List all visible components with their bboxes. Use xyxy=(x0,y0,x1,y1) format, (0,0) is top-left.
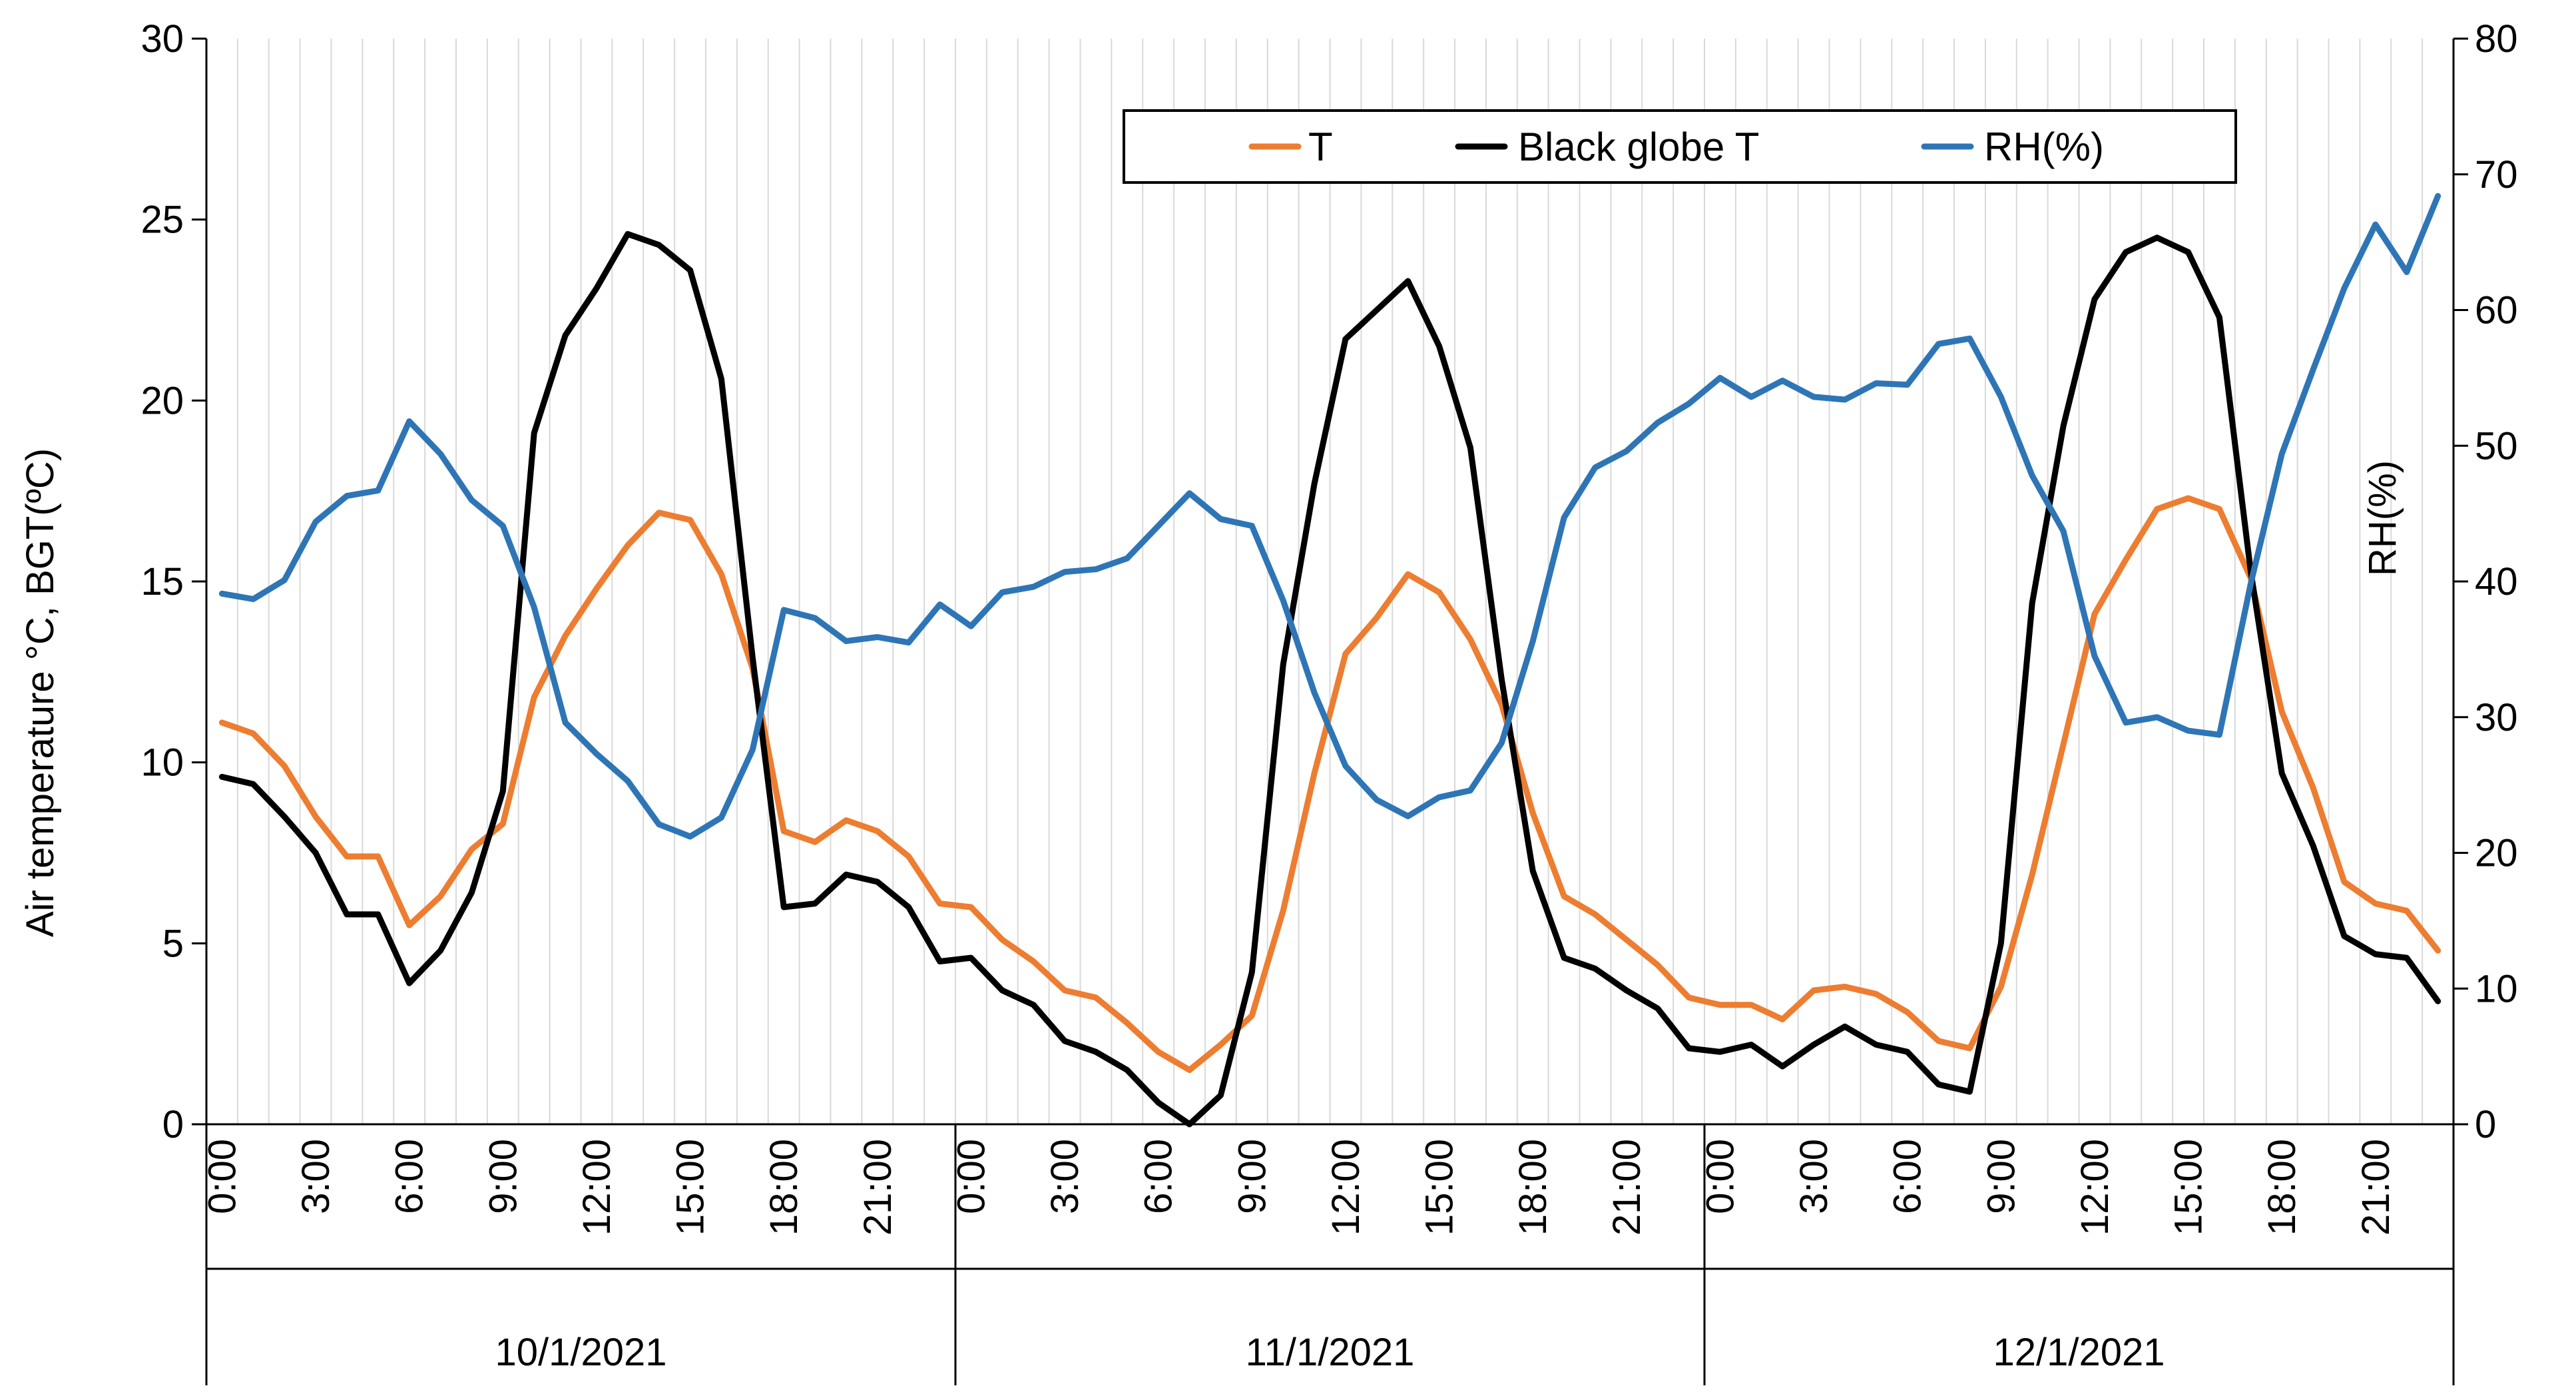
x-tick-label: 18:00 xyxy=(2260,1139,2304,1235)
y-tick-label: 5 xyxy=(162,922,184,965)
x-tick-label: 6:00 xyxy=(388,1139,431,1214)
x-tick-label: 9:00 xyxy=(481,1139,525,1214)
legend-label-t: T xyxy=(1308,125,1333,169)
x-tick-label: 0:00 xyxy=(200,1139,244,1214)
x-tick-label: 3:00 xyxy=(1792,1139,1836,1214)
x-tick-label: 18:00 xyxy=(762,1139,806,1235)
x-tick-label: 6:00 xyxy=(1137,1139,1180,1214)
y-tick-label: 25 xyxy=(140,198,184,242)
x-tick-label: 12:00 xyxy=(2073,1139,2117,1235)
legend-label-rh: RH(%) xyxy=(1984,125,2104,169)
x-tick-label: 0:00 xyxy=(949,1139,993,1214)
y2-tick-label: 40 xyxy=(2475,560,2518,603)
x-tick-label: 18:00 xyxy=(1511,1139,1555,1235)
x-tick-label: 21:00 xyxy=(856,1139,900,1235)
x-tick-label: 15:00 xyxy=(669,1139,712,1235)
x-tick-label: 21:00 xyxy=(2354,1139,2398,1235)
x-tick-label: 3:00 xyxy=(294,1139,338,1214)
y2-tick-label: 70 xyxy=(2475,153,2518,196)
x-tick-label: 12:00 xyxy=(1324,1139,1368,1235)
x-tick-label: 12:00 xyxy=(575,1139,619,1235)
y-tick-label: 15 xyxy=(140,560,184,603)
y-tick-label: 30 xyxy=(140,17,184,61)
y2-tick-label: 0 xyxy=(2475,1103,2496,1146)
x-axis-labels: 0:00 3:00 6:00 9:00 12:00 15:00 18:00 21:00 10/1… xyxy=(200,1124,2455,1385)
x-tick-label: 9:00 xyxy=(1979,1139,2023,1214)
y2-axis-title: RH(%) xyxy=(2361,460,2404,576)
y2-tick-label: 50 xyxy=(2475,424,2518,468)
x-tick-label: 9:00 xyxy=(1230,1139,1274,1214)
series-layer xyxy=(218,192,2442,1128)
x-tick-label: 15:00 xyxy=(1418,1139,1461,1235)
series-line-rh xyxy=(218,192,2442,840)
series-line-black-globe-t xyxy=(218,230,2442,1128)
legend-label-black-globe-t: Black globe T xyxy=(1518,125,1759,169)
x-tick-label: 6:00 xyxy=(1886,1139,1930,1214)
y-tick-label: 20 xyxy=(140,379,184,422)
y2-tick-label: 10 xyxy=(2475,967,2518,1010)
y2-tick-label: 20 xyxy=(2475,832,2518,875)
y2-tick-label: 30 xyxy=(2475,696,2518,739)
series-line-t xyxy=(218,495,2442,1073)
date-label: 10/1/2021 xyxy=(495,1331,666,1374)
y2-tick-label: 80 xyxy=(2475,17,2518,61)
y-axis-title: Air temperature °C, BGT(ºC) xyxy=(19,448,62,937)
date-label: 11/1/2021 xyxy=(1246,1331,1415,1374)
x-tick-label: 15:00 xyxy=(2167,1139,2210,1235)
x-tick-label: 21:00 xyxy=(1605,1139,1649,1235)
y-tick-label: 0 xyxy=(162,1103,184,1146)
x-tick-label: 0:00 xyxy=(1698,1139,1742,1214)
y-tick-label: 10 xyxy=(140,741,184,785)
legend: T Black globe T RH(%) xyxy=(1123,109,2237,184)
axes: 0 5 10 15 20 25 30 0 10 20 30 40 50 60 70 80 xyxy=(140,17,2517,1146)
y2-tick-label: 60 xyxy=(2475,289,2518,332)
date-label: 12/1/2021 xyxy=(1993,1331,2165,1374)
x-tick-label: 3:00 xyxy=(1043,1139,1087,1214)
legend-box xyxy=(1123,109,2237,184)
